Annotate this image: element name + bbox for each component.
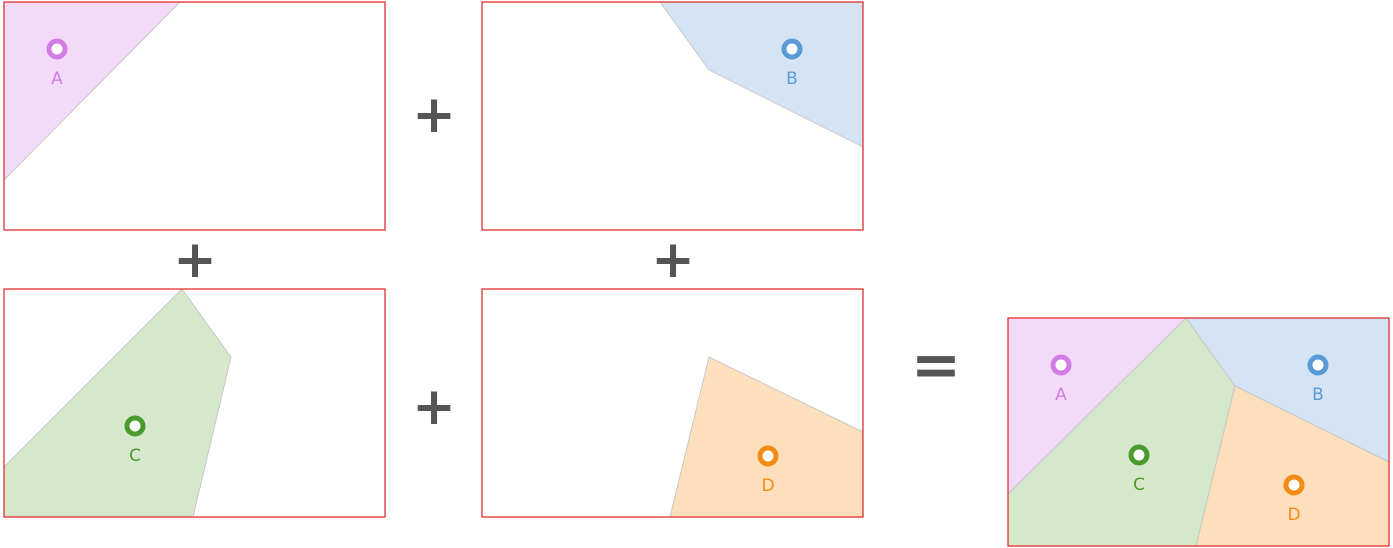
panel-d-frame [481,288,864,518]
panel-b-frame [481,1,864,231]
combined-site-a-marker [1050,354,1072,376]
site-a-label: A [51,69,63,89]
combined-site-b-marker [1307,354,1329,376]
panel-combined: A B C D [1007,317,1390,547]
panel-b: B [481,1,864,231]
plus-sign-right: + [651,230,695,290]
site-d-marker [757,445,779,467]
combined-site-a-label: A [1055,385,1067,405]
combined-site-d-label: D [1287,505,1300,525]
panel-c-frame [3,288,386,518]
site-a-marker [46,38,68,60]
panel-combined-frame [1007,317,1390,547]
panel-a: A [3,1,386,231]
combined-site-c-label: C [1133,475,1145,495]
panel-d: D [481,288,864,518]
site-c-marker [124,415,146,437]
site-b-marker [781,38,803,60]
combined-site-d-marker [1283,474,1305,496]
combined-site-b-label: B [1312,385,1324,405]
panel-a-frame [3,1,386,231]
combined-site-c-marker [1128,444,1150,466]
plus-sign-top: + [412,85,456,145]
site-c-label: C [129,446,141,466]
panel-c: C [3,288,386,518]
site-b-label: B [786,69,798,89]
plus-sign-left: + [173,230,217,290]
plus-sign-bottom: + [412,377,456,437]
equals-sign: = [911,330,961,400]
site-d-label: D [761,476,774,496]
